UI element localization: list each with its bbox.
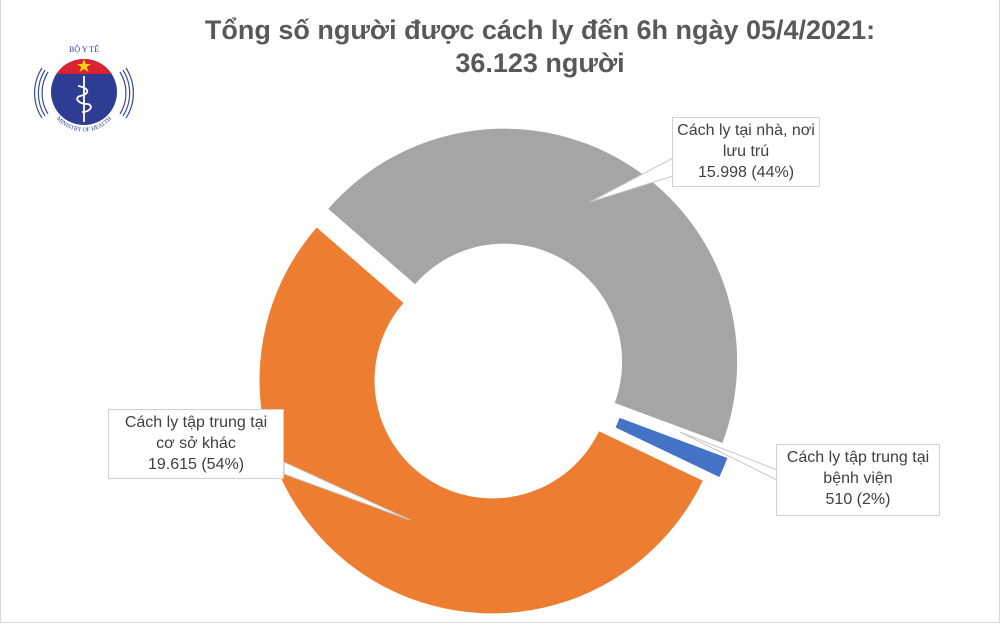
label-home-value: 15.998 (44%) [697,164,795,181]
label-facility-line2: cơ sở khác [156,435,236,452]
chart-title: Tổng số người được cách ly đến 6h ngày 0… [160,14,920,80]
ministry-of-health-logo: BỘ Y TẾ MINISTRY OF HEALTH [34,44,134,134]
label-hospital-line2: bệnh viện [823,470,893,487]
title-line-1: Tổng số người được cách ly đến 6h ngày 0… [204,15,876,45]
label-home-line2: lưu trú [722,143,770,160]
logo-top-text: BỘ Y TẾ [69,44,99,54]
label-hospital: Cách ly tập trung tại bệnh viện 510 (2%) [776,444,940,516]
slice-home [328,128,738,444]
slice-hospital [615,417,728,478]
label-facility-line1: Cách ly tập trung tại [124,414,268,431]
leader-facility [283,461,411,521]
label-hospital-line1: Cách ly tập trung tại [786,449,930,466]
caduceus-icon [76,76,92,122]
label-hospital-value: 510 (2%) [825,491,891,508]
label-facility: Cách ly tập trung tại cơ sở khác 19.615 … [108,409,284,479]
label-home-line1: Cách ly tại nhà, nơi [677,122,815,139]
slice-facility [259,227,703,614]
label-facility-value: 19.615 (54%) [147,456,245,473]
logo-side-arcs-icon [34,67,134,119]
title-line-2: 36.123 người [455,48,625,78]
star-icon [77,59,91,72]
label-home: Cách ly tại nhà, nơi lưu trú 15.998 (44%… [672,117,820,187]
